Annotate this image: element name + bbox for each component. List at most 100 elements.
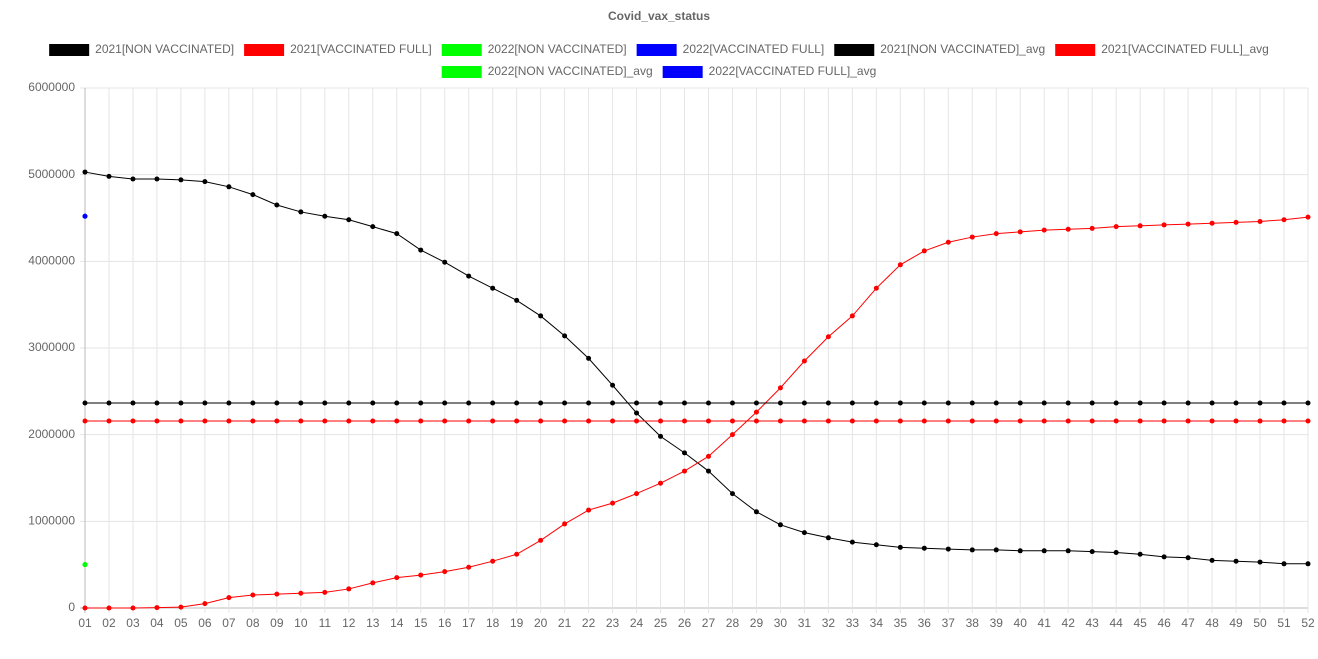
- legend-swatch: [636, 44, 677, 56]
- x-tick-label: 29: [750, 616, 764, 630]
- data-point: [1233, 558, 1239, 564]
- data-point: [370, 400, 376, 406]
- data-point: [849, 313, 855, 319]
- data-point: [1137, 551, 1143, 557]
- data-point: [394, 231, 400, 237]
- legend-swatch: [49, 44, 90, 56]
- data-point: [1257, 218, 1263, 224]
- data-point: [106, 400, 112, 406]
- data-point: [250, 592, 256, 598]
- x-tick-label: 22: [582, 616, 596, 630]
- data-point: [1113, 400, 1119, 406]
- data-point: [993, 418, 999, 424]
- data-point: [226, 418, 232, 424]
- data-point: [729, 432, 735, 438]
- data-point: [154, 400, 160, 406]
- data-point: [346, 586, 352, 592]
- x-tick-label: 16: [438, 616, 452, 630]
- data-point: [274, 418, 280, 424]
- x-tick-label: 40: [1014, 616, 1028, 630]
- data-point: [753, 400, 759, 406]
- x-tick-label: 34: [870, 616, 884, 630]
- data-point: [154, 418, 160, 424]
- y-tick-label: 6000000: [28, 80, 75, 94]
- data-point: [610, 500, 616, 506]
- data-point: [801, 400, 807, 406]
- data-point: [250, 192, 256, 198]
- data-point: [82, 169, 88, 175]
- x-tick-label: 46: [1157, 616, 1171, 630]
- x-tick-label: 43: [1085, 616, 1099, 630]
- data-point: [562, 418, 568, 424]
- data-point: [849, 539, 855, 545]
- data-point: [873, 418, 879, 424]
- data-point: [178, 604, 184, 610]
- legend-label: 2022[NON VACCINATED]: [488, 42, 627, 56]
- legend-swatch: [244, 44, 285, 56]
- data-point: [82, 418, 88, 424]
- x-tick-label: 26: [678, 616, 692, 630]
- data-point: [226, 595, 232, 601]
- data-point: [298, 209, 304, 215]
- x-tick-label: 37: [942, 616, 956, 630]
- x-tick-label: 31: [798, 616, 812, 630]
- x-tick-label: 39: [990, 616, 1004, 630]
- data-point: [897, 262, 903, 268]
- data-point: [1209, 557, 1215, 563]
- data-point: [490, 285, 496, 291]
- x-tick-label: 11: [319, 616, 332, 630]
- data-point: [825, 334, 831, 340]
- x-tick-label: 04: [150, 616, 164, 630]
- data-point: [202, 179, 208, 185]
- data-point: [1305, 400, 1311, 406]
- data-point: [873, 542, 879, 548]
- data-point: [1161, 400, 1167, 406]
- x-tick-label: 51: [1277, 616, 1291, 630]
- data-point: [705, 418, 711, 424]
- data-point: [634, 410, 640, 416]
- data-point: [1185, 400, 1191, 406]
- data-point: [1089, 549, 1095, 555]
- data-point: [274, 591, 280, 597]
- data-point: [106, 173, 112, 179]
- data-point: [753, 509, 759, 515]
- data-point: [370, 224, 376, 230]
- data-point: [801, 358, 807, 364]
- legend-swatch: [441, 44, 482, 56]
- data-point: [82, 605, 88, 611]
- data-point: [394, 400, 400, 406]
- data-point: [586, 418, 592, 424]
- x-tick-label: 09: [270, 616, 284, 630]
- data-point: [1257, 418, 1263, 424]
- data-point: [1161, 222, 1167, 228]
- data-point: [777, 522, 783, 528]
- data-point: [1065, 548, 1071, 554]
- data-point: [682, 450, 688, 456]
- data-point: [753, 418, 759, 424]
- data-point: [610, 418, 616, 424]
- data-point: [1257, 400, 1263, 406]
- legend-swatch: [662, 66, 703, 78]
- data-point: [154, 176, 160, 182]
- x-tick-label: 36: [918, 616, 932, 630]
- x-tick-label: 23: [606, 616, 620, 630]
- data-point: [250, 400, 256, 406]
- data-point: [897, 418, 903, 424]
- data-point: [322, 213, 328, 219]
- x-tick-label: 50: [1253, 616, 1267, 630]
- data-point: [705, 400, 711, 406]
- data-point: [586, 507, 592, 513]
- data-point: [1257, 559, 1263, 565]
- data-point: [82, 400, 88, 406]
- x-tick-label: 47: [1181, 616, 1195, 630]
- data-point: [154, 605, 160, 611]
- data-point: [825, 535, 831, 541]
- x-tick-label: 27: [702, 616, 716, 630]
- legend-swatch: [834, 44, 875, 56]
- data-point: [993, 400, 999, 406]
- x-tick-label: 01: [78, 616, 92, 630]
- data-point: [1041, 418, 1047, 424]
- data-point: [705, 468, 711, 474]
- data-point: [1017, 400, 1023, 406]
- x-tick-label: 21: [558, 616, 572, 630]
